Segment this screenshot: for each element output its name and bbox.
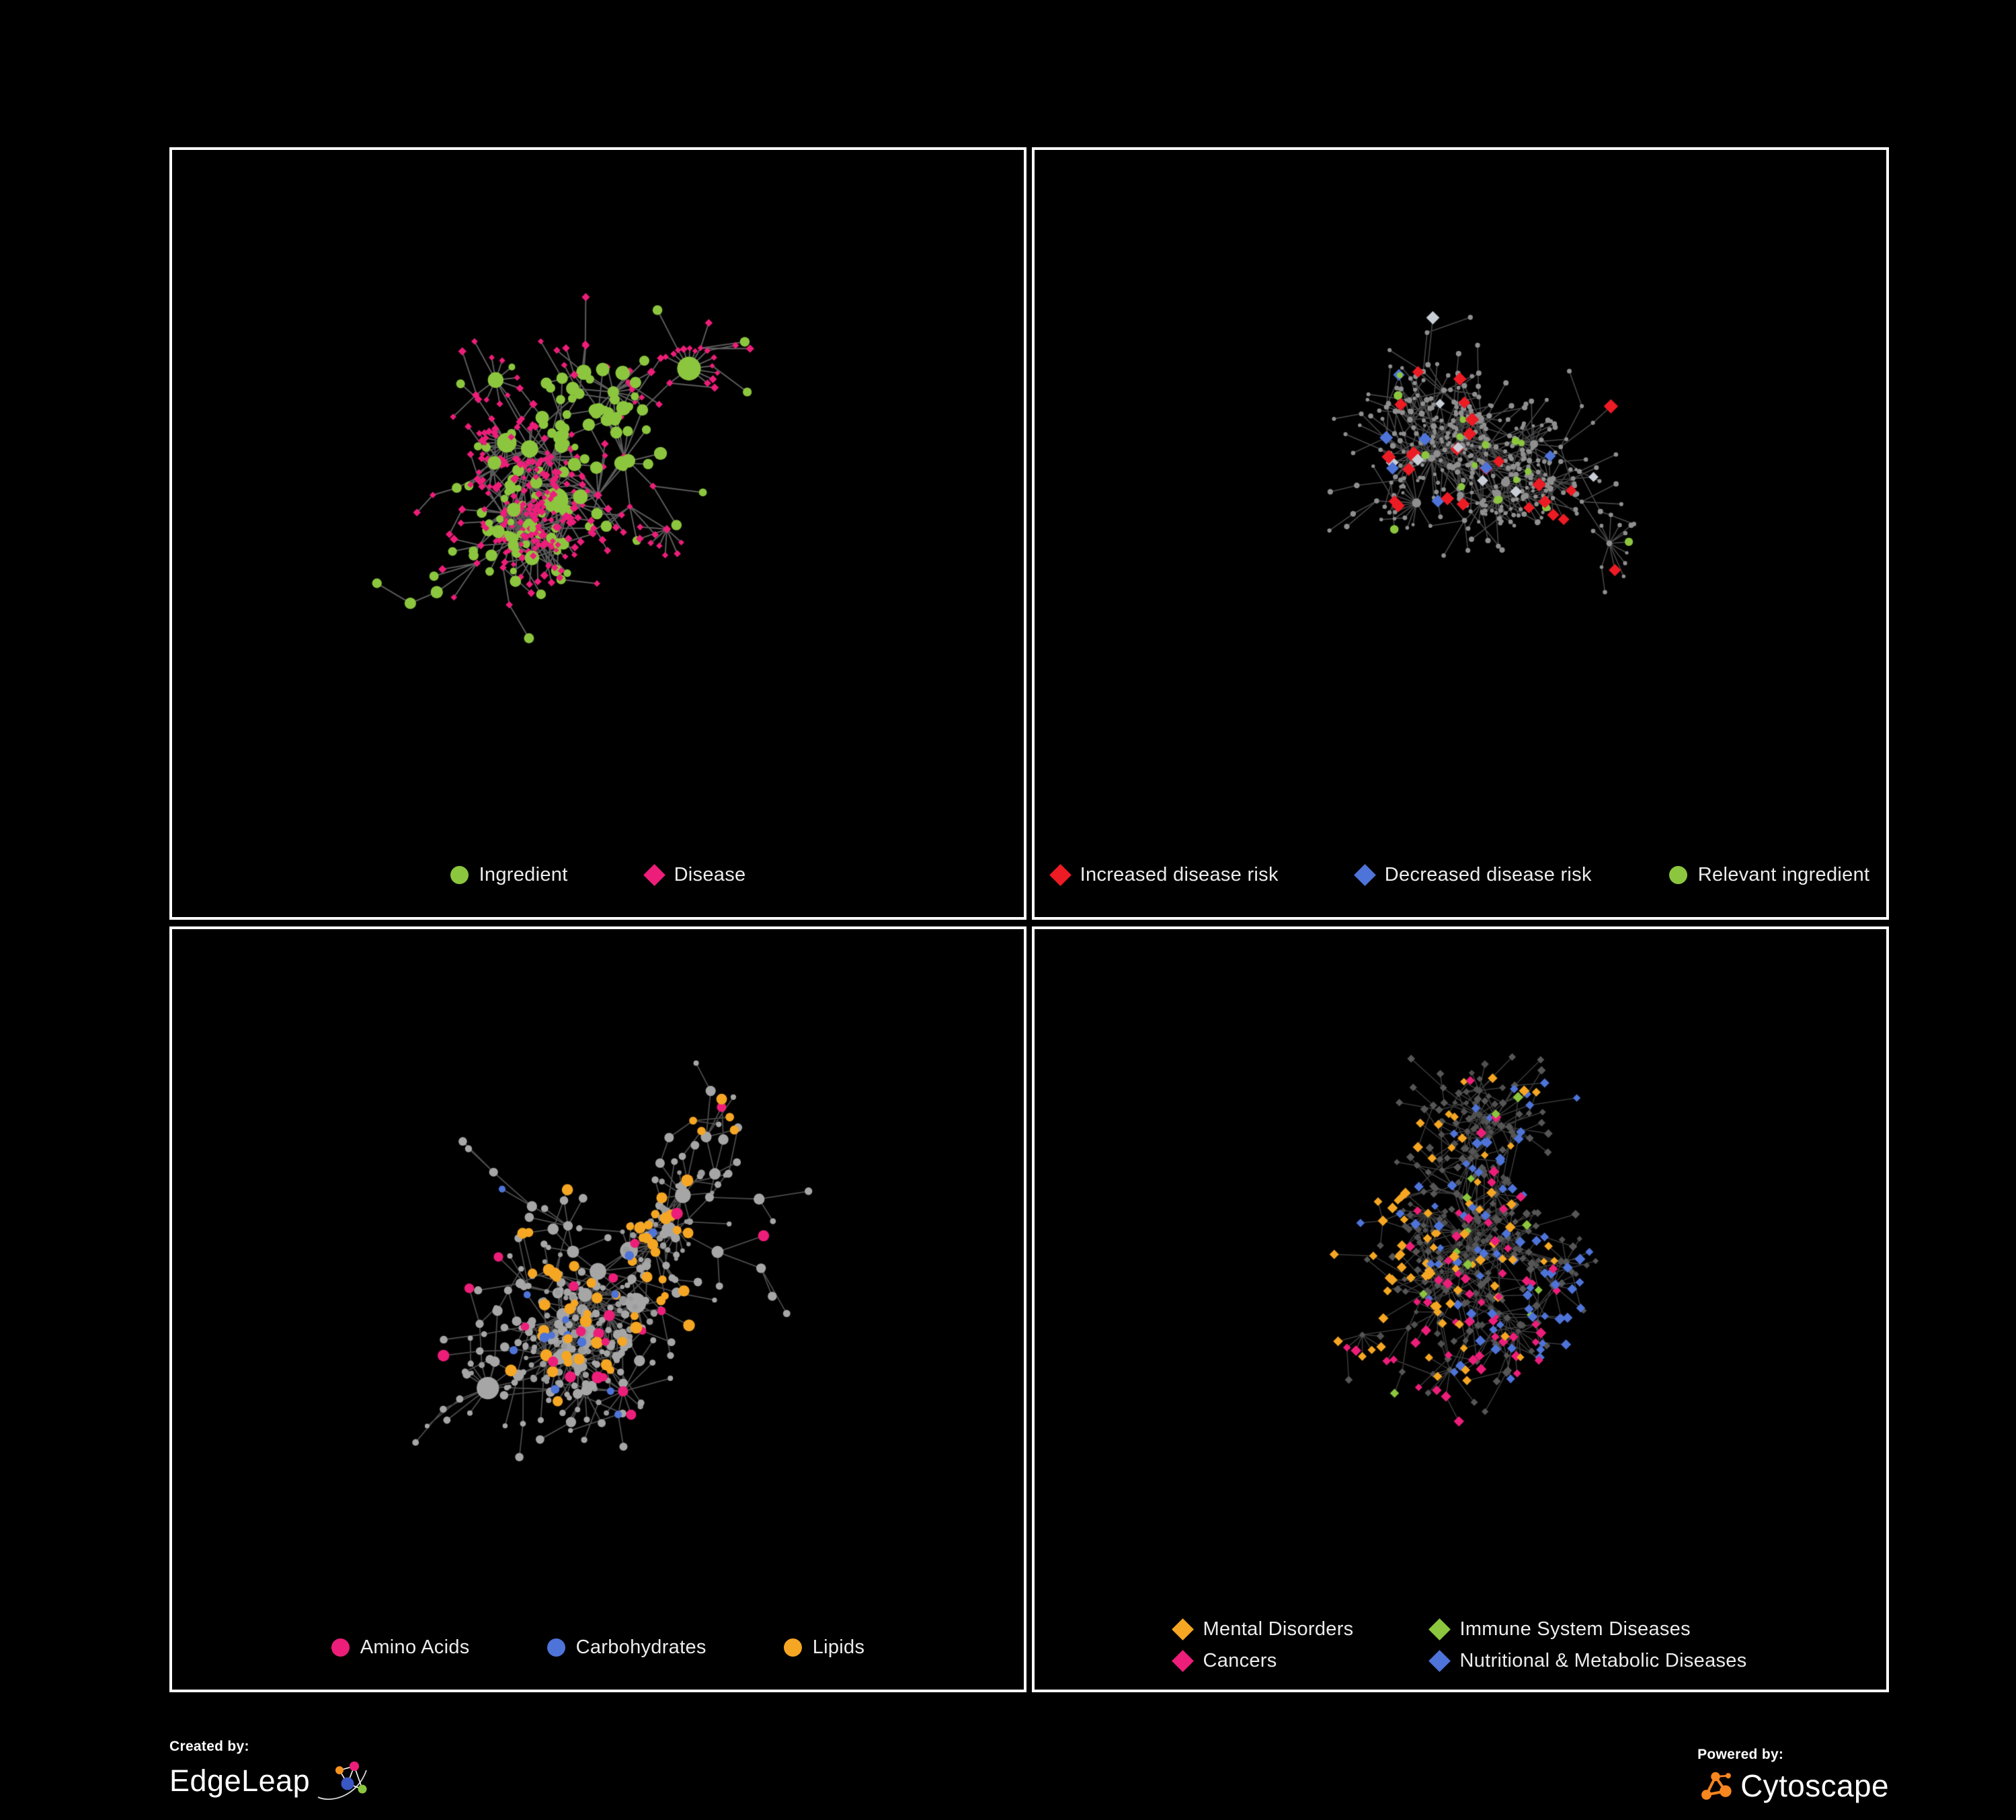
powered-by-label: Powered by: — [1697, 1747, 1784, 1762]
legend-label: Decreased disease risk — [1384, 864, 1592, 885]
legend-item-amino-acids: Amino Acids — [331, 1636, 470, 1659]
cytoscape-logo-text: Cytoscape — [1740, 1768, 1889, 1803]
disease-classes-legend: Mental Disorders Immune System Diseases Ca… — [1035, 1618, 1886, 1672]
created-by-label: Created by: — [169, 1739, 249, 1754]
immune-system-diseases-diamond-swatch-icon — [1428, 1618, 1451, 1640]
ingredient-disease-network-canvas — [172, 150, 1024, 917]
ingredient-disease-legend: Ingredient Disease — [172, 864, 1024, 886]
relevant-ingredient-circle-swatch-icon — [1668, 866, 1687, 884]
legend-label: Amino Acids — [360, 1636, 470, 1658]
legend-item-immune-system-diseases: Immune System Diseases — [1428, 1618, 1746, 1640]
disease-risk-legend: Increased disease risk Decreased disease … — [1035, 864, 1886, 886]
panel-disease-risk-network: Increased disease risk Decreased disease … — [1032, 147, 1889, 920]
legend-item-nutritional-metabolic-diseases: Nutritional & Metabolic Diseases — [1428, 1650, 1747, 1672]
legend-item-ingredient: Ingredient — [450, 864, 568, 886]
cancers-diamond-swatch-icon — [1172, 1650, 1195, 1672]
cytoscape-logo-icon — [1701, 1772, 1732, 1800]
legend-item-lipids: Lipids — [783, 1636, 865, 1659]
edgeleap-logo-text: EdgeLeap — [169, 1764, 311, 1798]
legend-label: Disease — [674, 864, 746, 885]
network-panels-grid: Ingredient Disease Increased disease risk… — [169, 147, 1889, 1692]
legend-item-carbohydrates: Carbohydrates — [547, 1636, 707, 1659]
legend-label: Nutritional & Metabolic Diseases — [1459, 1650, 1747, 1671]
amino-acids-circle-swatch-icon — [331, 1638, 350, 1657]
legend-label: Mental Disorders — [1203, 1618, 1354, 1640]
disease-risk-network-canvas — [1035, 150, 1886, 917]
created-by-block: Created by: EdgeLeap — [169, 1739, 378, 1803]
panel-disease-classes-network: Mental Disorders Immune System Diseases Ca… — [1032, 926, 1889, 1692]
edgeleap-logo-icon — [317, 1762, 368, 1800]
panel-ingredient-disease-network: Ingredient Disease — [169, 147, 1026, 920]
nutritional-metabolic-diseases-diamond-swatch-icon — [1428, 1650, 1451, 1672]
mental-disorders-diamond-swatch-icon — [1172, 1618, 1195, 1640]
legend-label: Cancers — [1203, 1650, 1277, 1671]
carbohydrates-circle-swatch-icon — [547, 1638, 565, 1657]
legend-item-increased-disease-risk: Increased disease risk — [1049, 864, 1279, 886]
legend-label: Lipids — [812, 1636, 865, 1658]
powered-by-block: Powered by: Cytoscape — [1697, 1747, 1889, 1804]
nutrient-classes-network-canvas — [172, 929, 1024, 1690]
decreased-disease-risk-diamond-swatch-icon — [1353, 864, 1376, 886]
legend-item-disease: Disease — [643, 864, 746, 886]
disease-diamond-swatch-icon — [643, 864, 666, 886]
ingredient-circle-swatch-icon — [450, 866, 469, 884]
nutrient-classes-legend: Amino Acids Carbohydrates Lipids — [172, 1636, 1024, 1659]
legend-item-mental-disorders: Mental Disorders — [1172, 1618, 1354, 1640]
panel-nutrient-classes-network: Amino Acids Carbohydrates Lipids — [169, 926, 1026, 1692]
legend-label: Increased disease risk — [1080, 864, 1279, 885]
lipids-circle-swatch-icon — [783, 1638, 802, 1657]
legend-item-relevant-ingredient: Relevant ingredient — [1668, 864, 1870, 886]
disease-classes-network-canvas — [1035, 929, 1886, 1690]
legend-item-cancers: Cancers — [1172, 1650, 1353, 1672]
legend-label: Immune System Diseases — [1459, 1618, 1691, 1640]
legend-item-decreased-disease-risk: Decreased disease risk — [1353, 864, 1592, 886]
legend-label: Ingredient — [479, 864, 568, 885]
increased-disease-risk-diamond-swatch-icon — [1049, 864, 1072, 886]
legend-label: Relevant ingredient — [1697, 864, 1870, 885]
legend-label: Carbohydrates — [575, 1636, 707, 1658]
